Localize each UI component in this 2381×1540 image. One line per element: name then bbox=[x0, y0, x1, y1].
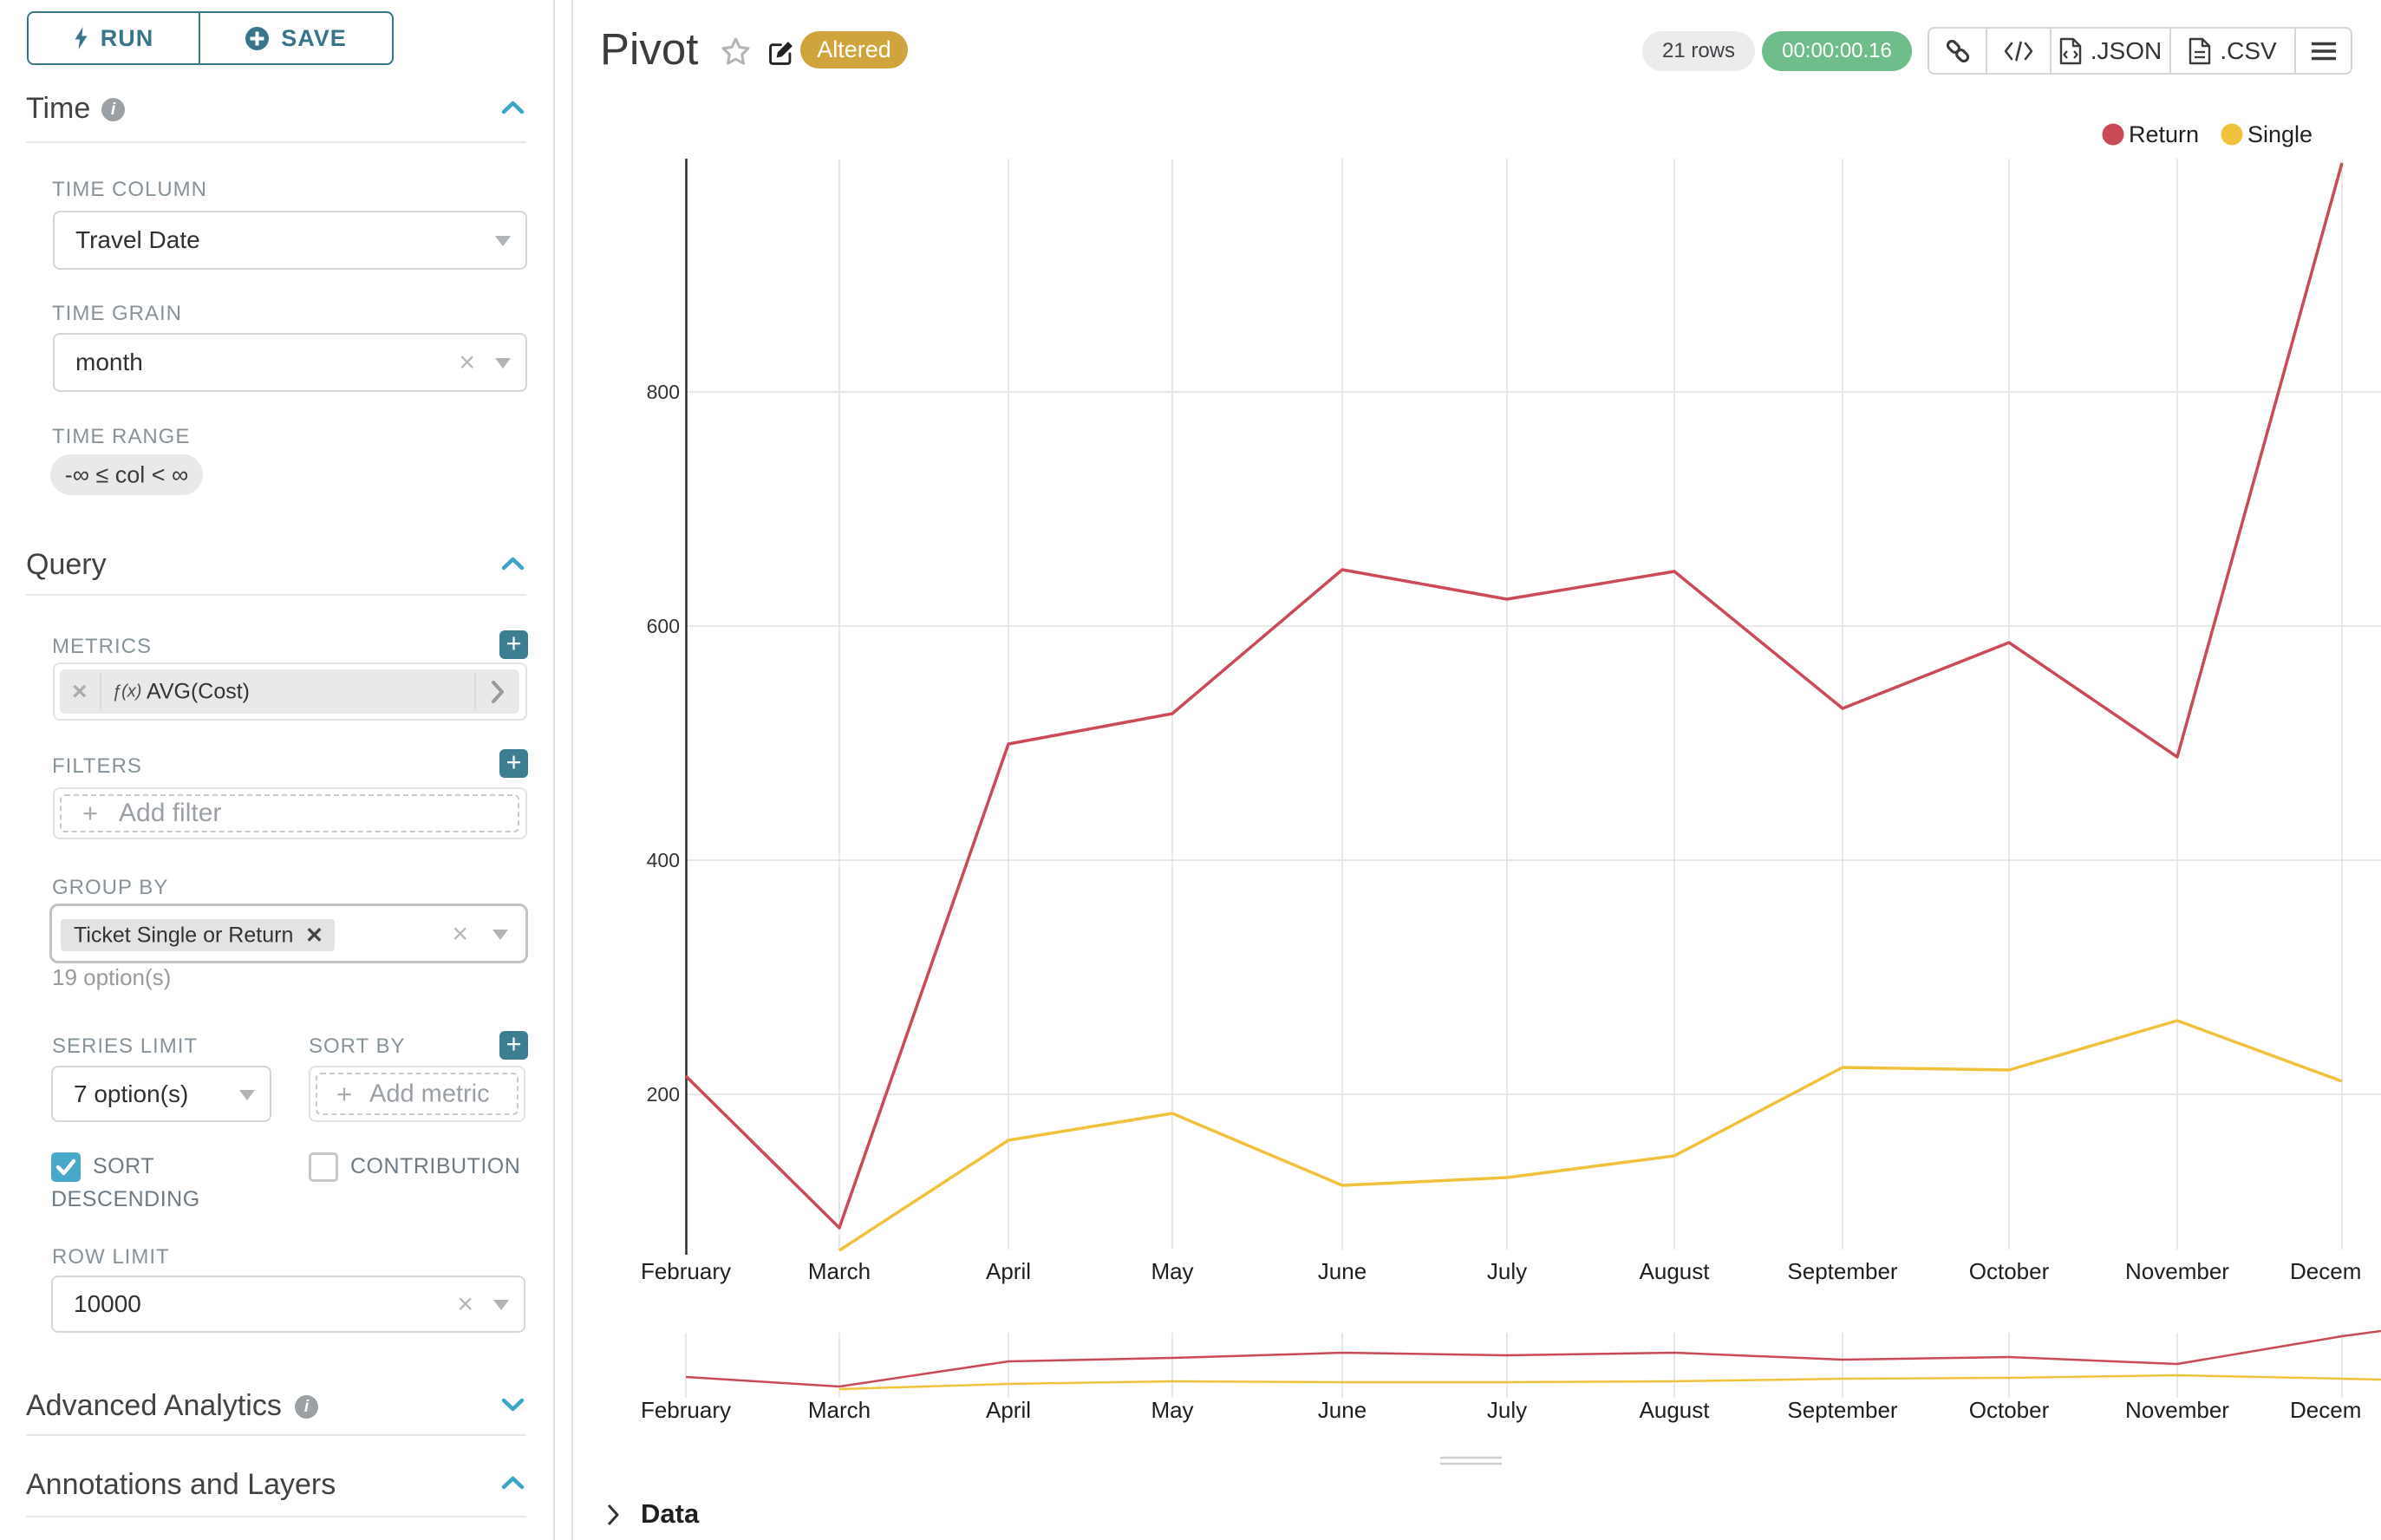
svg-text:Single: Single bbox=[2247, 121, 2313, 147]
svg-text:August: August bbox=[1640, 1258, 1711, 1284]
svg-text:June: June bbox=[1318, 1397, 1367, 1423]
svg-text:800: 800 bbox=[647, 381, 680, 403]
svg-text:600: 600 bbox=[647, 615, 680, 637]
svg-text:September: September bbox=[1787, 1258, 1898, 1284]
svg-text:March: March bbox=[808, 1258, 871, 1284]
svg-text:November: November bbox=[2125, 1258, 2229, 1284]
svg-text:August: August bbox=[1640, 1397, 1711, 1423]
svg-text:April: April bbox=[986, 1258, 1031, 1284]
svg-text:May: May bbox=[1151, 1258, 1193, 1284]
svg-text:Return: Return bbox=[2129, 121, 2199, 147]
svg-text:October: October bbox=[1969, 1397, 2050, 1423]
svg-text:July: July bbox=[1487, 1258, 1527, 1284]
svg-text:May: May bbox=[1151, 1397, 1193, 1423]
svg-text:December: December bbox=[2290, 1258, 2381, 1284]
svg-text:September: September bbox=[1787, 1397, 1898, 1423]
svg-text:February: February bbox=[641, 1397, 731, 1423]
svg-text:February: February bbox=[641, 1258, 731, 1284]
svg-text:November: November bbox=[2125, 1397, 2229, 1423]
svg-text:June: June bbox=[1318, 1258, 1367, 1284]
svg-text:March: March bbox=[808, 1397, 871, 1423]
svg-text:October: October bbox=[1969, 1258, 2050, 1284]
svg-text:400: 400 bbox=[647, 849, 680, 871]
svg-text:July: July bbox=[1487, 1397, 1527, 1423]
svg-text:April: April bbox=[986, 1397, 1031, 1423]
svg-text:200: 200 bbox=[647, 1083, 680, 1106]
svg-text:December: December bbox=[2290, 1397, 2381, 1423]
